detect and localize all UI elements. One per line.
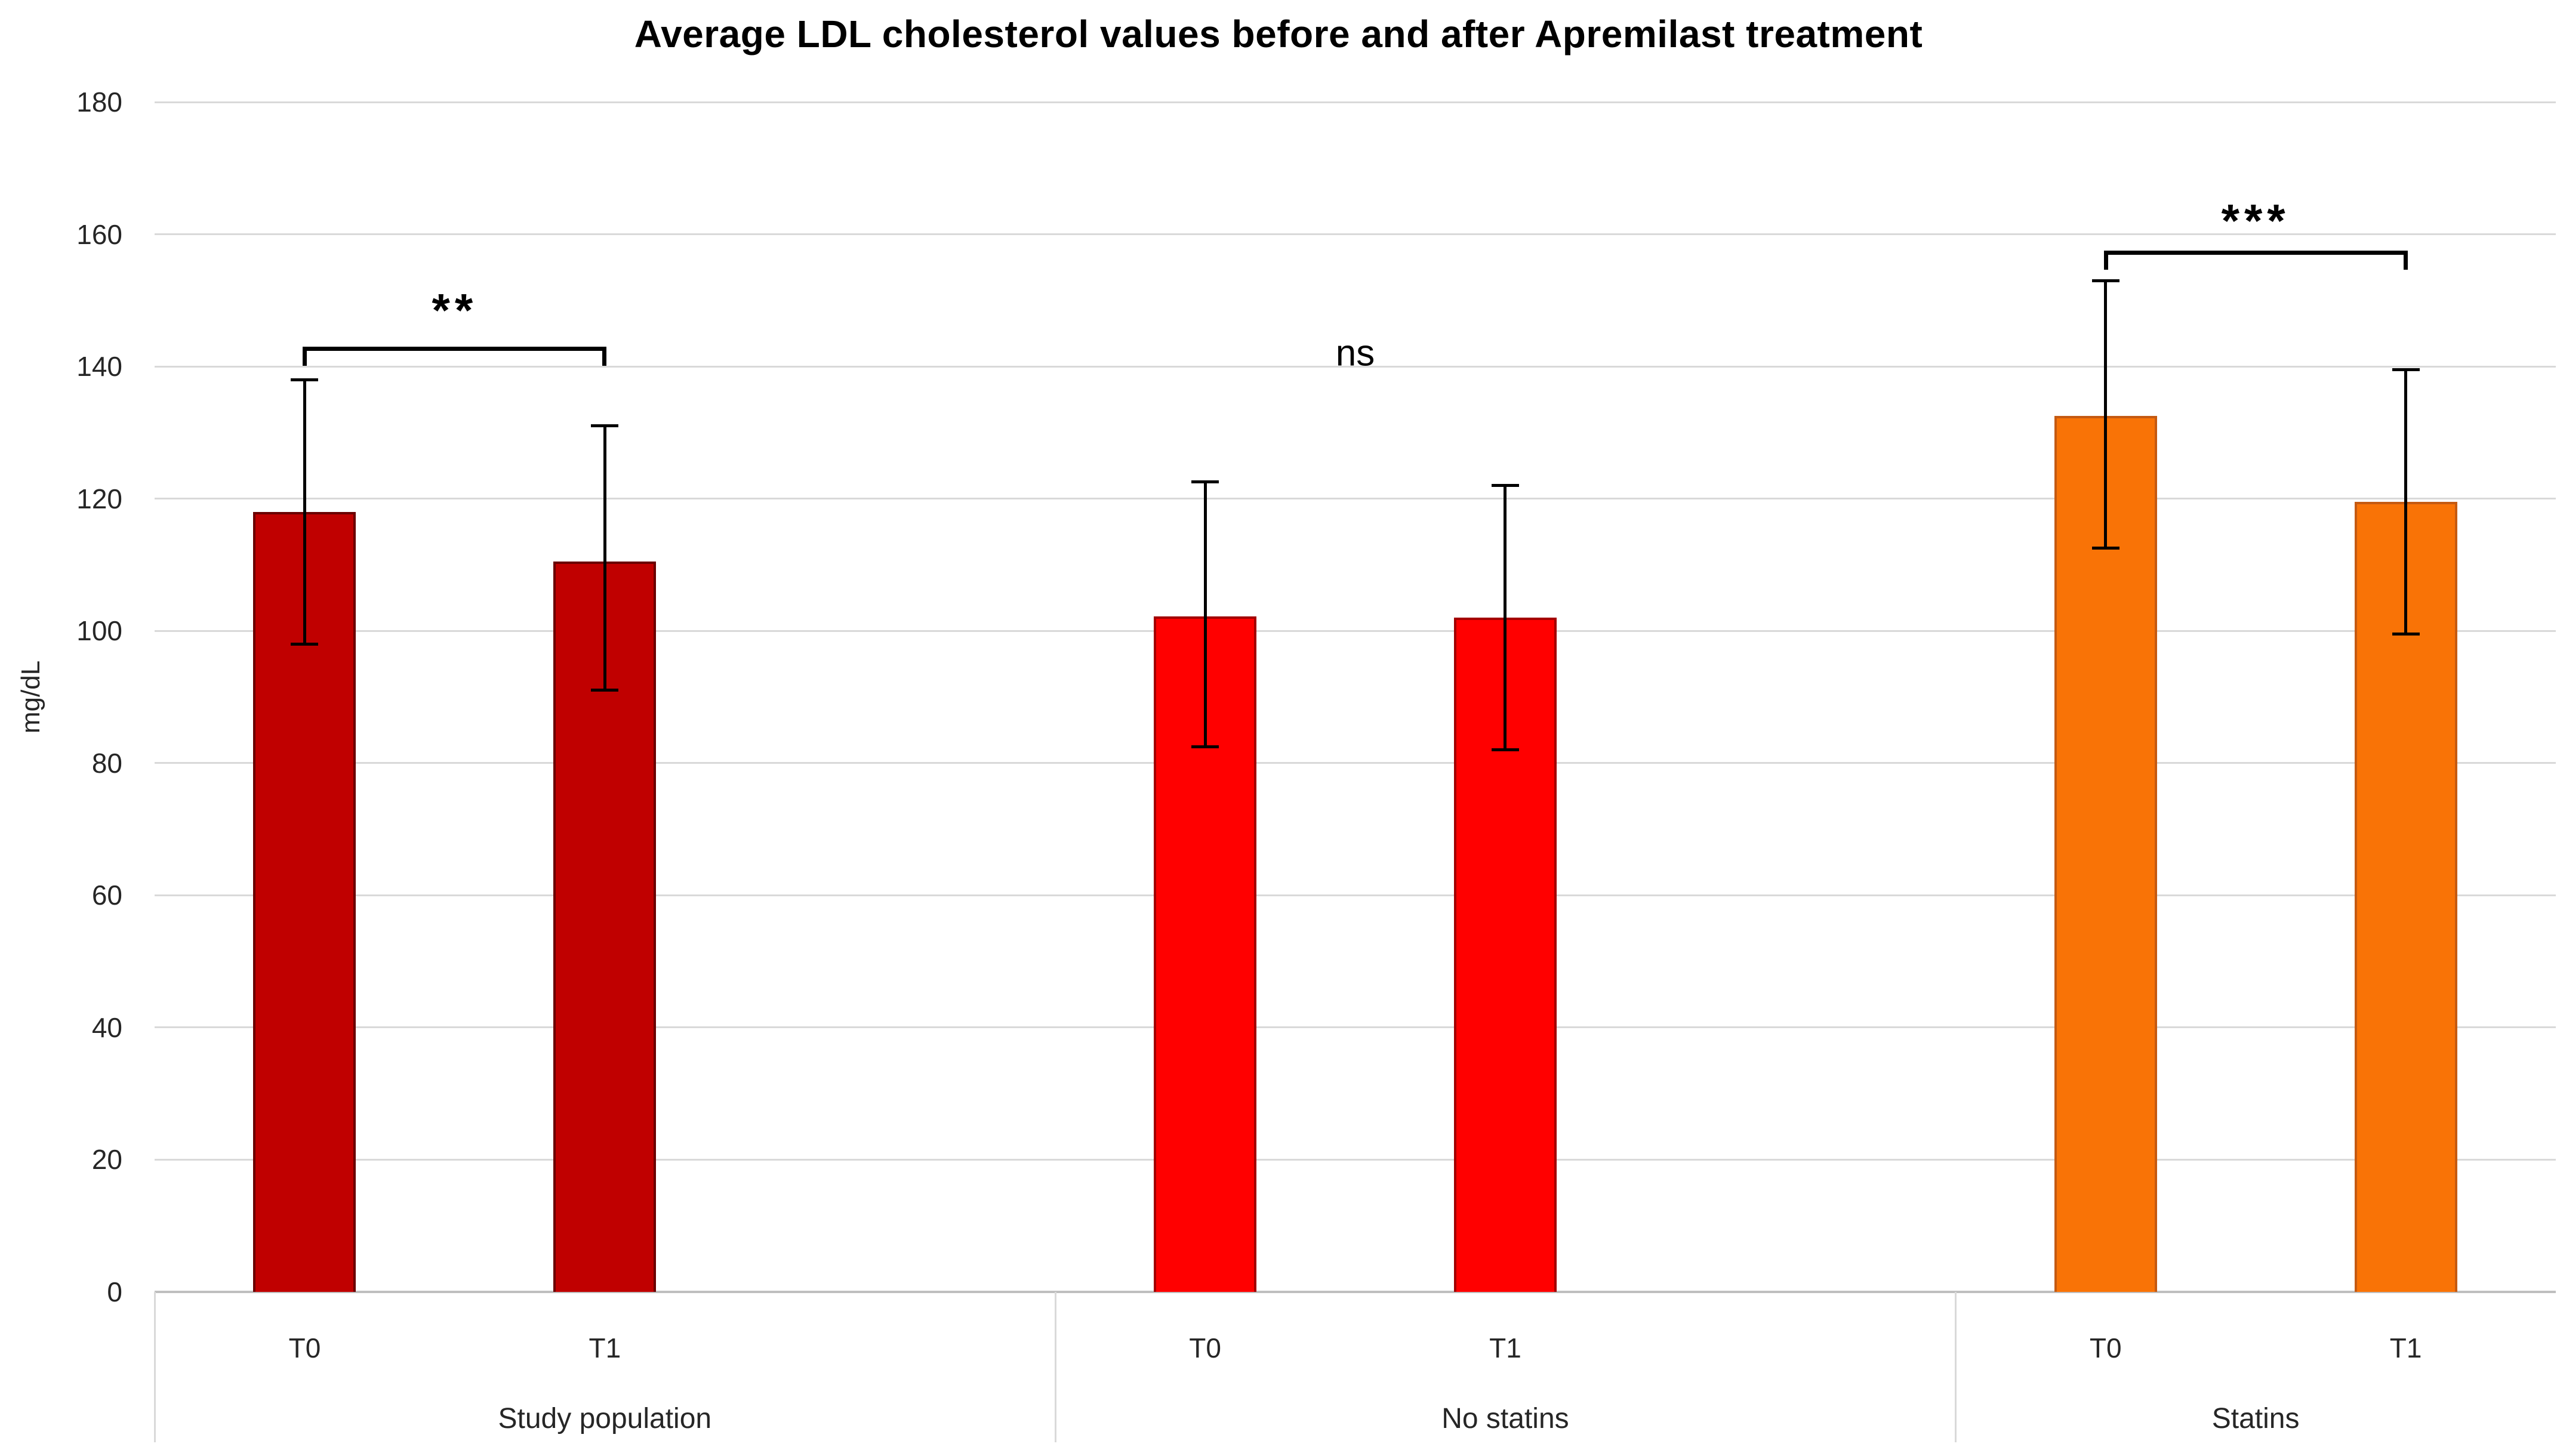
y-tick-label: 160 xyxy=(76,218,122,250)
error-bar-cap xyxy=(2091,279,2119,282)
error-bar xyxy=(603,425,606,690)
y-tick-label: 120 xyxy=(76,483,122,514)
x-axis-line xyxy=(155,1291,2556,1293)
y-axis-title: mg/dL xyxy=(16,660,45,734)
y-tick-label: 100 xyxy=(76,615,122,647)
bar xyxy=(2354,502,2457,1292)
significance-bracket-tick xyxy=(602,346,607,366)
category-tick-label: T1 xyxy=(2389,1332,2422,1364)
error-bar-cap xyxy=(1491,484,1519,487)
group-divider xyxy=(1054,1292,1056,1442)
group-divider xyxy=(1955,1292,1957,1442)
y-tick-label: 80 xyxy=(91,747,122,779)
error-bar-cap xyxy=(2091,547,2119,550)
group-label: No statins xyxy=(1441,1403,1569,1435)
category-tick-label: T0 xyxy=(1189,1332,1221,1364)
y-tick-label: 40 xyxy=(91,1011,122,1043)
error-bar-cap xyxy=(291,642,319,646)
error-bar xyxy=(2104,280,2108,548)
y-tick-label: 0 xyxy=(107,1276,122,1307)
group-label: Study population xyxy=(498,1403,712,1435)
error-bar-cap xyxy=(2392,633,2420,636)
category-tick-label: T0 xyxy=(2089,1332,2122,1364)
category-tick-label: T0 xyxy=(288,1332,321,1364)
gridline xyxy=(155,1158,2556,1161)
significance-bracket-tick xyxy=(2103,251,2108,270)
significance-bracket-tick xyxy=(2403,251,2408,270)
y-tick-label: 60 xyxy=(91,880,122,911)
y-tick-label: 140 xyxy=(76,351,122,382)
group-label: Statins xyxy=(2211,1403,2300,1435)
y-tick-label: 20 xyxy=(91,1144,122,1176)
chart-title: Average LDL cholesterol values before an… xyxy=(634,13,1923,55)
category-tick-label: T1 xyxy=(589,1332,621,1364)
gridline xyxy=(155,630,2556,632)
significance-bracket xyxy=(2103,251,2408,255)
error-bar-cap xyxy=(591,424,619,428)
significance-label: *** xyxy=(2221,194,2290,247)
error-bar-cap xyxy=(1191,745,1219,748)
gridline xyxy=(155,365,2556,368)
significance-bracket xyxy=(303,346,607,351)
bar xyxy=(2054,416,2157,1292)
error-bar xyxy=(1504,485,1507,750)
error-bar-cap xyxy=(1491,748,1519,752)
significance-label: ** xyxy=(432,283,478,337)
gridline xyxy=(155,233,2556,236)
error-bar-cap xyxy=(591,689,619,692)
error-bar xyxy=(303,380,306,644)
error-bar-cap xyxy=(2392,368,2420,372)
gridline xyxy=(155,101,2556,103)
error-bar-cap xyxy=(1191,480,1219,484)
error-bar xyxy=(2404,369,2408,634)
gridline xyxy=(155,1026,2556,1029)
group-divider xyxy=(154,1292,156,1442)
gridline xyxy=(155,498,2556,500)
gridline xyxy=(155,894,2556,896)
significance-label: ns xyxy=(1335,332,1375,374)
error-bar-cap xyxy=(291,378,319,381)
y-tick-label: 180 xyxy=(76,87,122,118)
significance-bracket-tick xyxy=(303,346,307,366)
category-tick-label: T1 xyxy=(1489,1332,1521,1364)
error-bar xyxy=(1203,482,1207,747)
gridline xyxy=(155,762,2556,764)
